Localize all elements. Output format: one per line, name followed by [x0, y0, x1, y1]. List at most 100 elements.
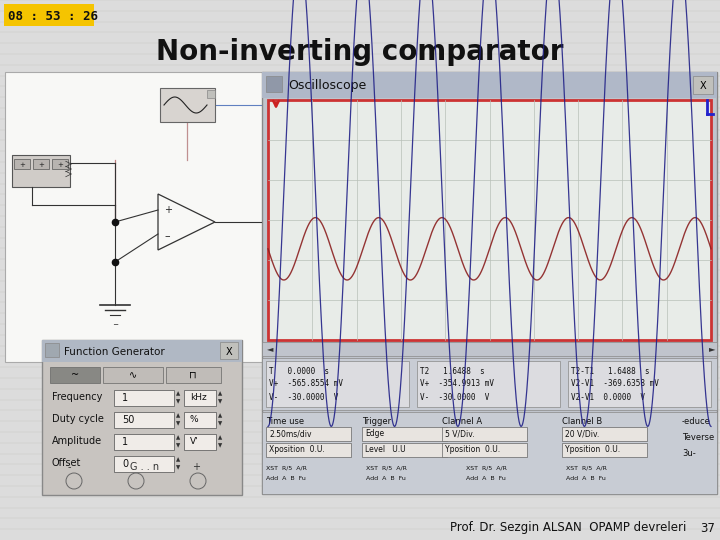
Text: Time use: Time use: [266, 417, 304, 427]
Text: Edge: Edge: [365, 429, 384, 438]
Text: -: -: [68, 462, 71, 472]
Text: XST  R/5  A/R: XST R/5 A/R: [266, 465, 307, 470]
Bar: [362, 427, 447, 441]
Text: 2.50ms/div: 2.50ms/div: [269, 429, 312, 438]
Bar: [52, 159, 68, 169]
Bar: [12, 155, 70, 187]
Text: kHz: kHz: [190, 394, 207, 402]
Text: ~: ~: [71, 370, 79, 380]
Text: Yposition  0.U.: Yposition 0.U.: [445, 446, 500, 455]
Text: T2   1.6488  s: T2 1.6488 s: [420, 367, 485, 375]
Bar: [42, 340, 242, 495]
Text: T   0.0000  s: T 0.0000 s: [269, 367, 329, 375]
Bar: [184, 412, 216, 428]
Text: ►: ►: [709, 345, 716, 354]
Bar: [262, 412, 717, 494]
Text: XST  R/5  A/R: XST R/5 A/R: [466, 465, 507, 470]
Bar: [262, 72, 717, 98]
Bar: [362, 443, 447, 457]
Text: Clannel B: Clannel B: [562, 417, 602, 427]
Bar: [266, 361, 409, 407]
Bar: [45, 343, 59, 357]
Text: 20 V/Div.: 20 V/Div.: [565, 429, 599, 438]
Bar: [184, 390, 216, 406]
Bar: [33, 159, 49, 169]
Text: Duty cycle: Duty cycle: [52, 414, 104, 424]
Bar: [693, 76, 713, 94]
Text: XST  R/5  A/R: XST R/5 A/R: [366, 465, 407, 470]
Bar: [442, 427, 527, 441]
Text: T2-T1   1.6488  s: T2-T1 1.6488 s: [571, 367, 649, 375]
Text: +: +: [57, 162, 63, 168]
Text: -educe: -educe: [682, 417, 711, 427]
Text: ▲: ▲: [176, 392, 180, 396]
Bar: [5, 72, 263, 362]
Bar: [160, 88, 215, 122]
Text: XST  R/5  A/R: XST R/5 A/R: [566, 465, 607, 470]
Text: ∿: ∿: [129, 370, 137, 380]
Text: +: +: [38, 162, 44, 168]
Text: Add  A  B  Fu: Add A B Fu: [566, 476, 606, 481]
Text: Level   U.U: Level U.U: [365, 446, 405, 455]
Bar: [114, 456, 174, 472]
Text: G . . n: G . . n: [130, 462, 159, 472]
Text: Offset: Offset: [52, 458, 81, 468]
Bar: [42, 340, 242, 362]
Bar: [50, 367, 100, 383]
Bar: [166, 367, 221, 383]
Text: 08 : 53 : 26: 08 : 53 : 26: [8, 10, 98, 23]
Bar: [417, 361, 560, 407]
Bar: [266, 443, 351, 457]
Text: 37: 37: [700, 522, 715, 535]
Text: –: –: [164, 231, 170, 241]
Text: V-  -30.0000  V: V- -30.0000 V: [420, 393, 490, 402]
Bar: [14, 159, 30, 169]
Bar: [103, 367, 163, 383]
Text: ▲: ▲: [218, 435, 222, 441]
Bar: [568, 361, 711, 407]
Text: ▼: ▼: [218, 400, 222, 404]
Text: ▲: ▲: [218, 414, 222, 418]
Text: Xposition  0.U.: Xposition 0.U.: [269, 446, 325, 455]
Text: 3u-: 3u-: [682, 449, 696, 458]
Text: %: %: [190, 415, 199, 424]
Bar: [114, 412, 174, 428]
Text: V+  -354.9913 mV: V+ -354.9913 mV: [420, 380, 494, 388]
Text: Amplitude: Amplitude: [52, 436, 102, 446]
Text: V2-V1  -369.6358 mV: V2-V1 -369.6358 mV: [571, 380, 659, 388]
Text: Function Generator: Function Generator: [64, 347, 165, 357]
Text: Add  A  B  Fu: Add A B Fu: [466, 476, 506, 481]
Text: ▲: ▲: [176, 435, 180, 441]
Text: X: X: [700, 81, 706, 91]
Text: +: +: [19, 162, 25, 168]
Text: ◄: ◄: [267, 345, 274, 354]
Bar: [262, 342, 717, 356]
Bar: [562, 443, 647, 457]
Text: Add  A  B  Fu: Add A B Fu: [266, 476, 306, 481]
Text: Add  A  B  Fu: Add A B Fu: [366, 476, 406, 481]
Text: ⊓: ⊓: [189, 370, 197, 380]
Bar: [266, 76, 282, 92]
Bar: [207, 90, 215, 98]
Text: 1: 1: [122, 393, 128, 403]
Bar: [562, 427, 647, 441]
Text: _: _: [113, 316, 117, 325]
Text: Clannel A: Clannel A: [442, 417, 482, 427]
Text: ▼: ▼: [176, 422, 180, 427]
Bar: [114, 434, 174, 450]
Text: ▼: ▼: [176, 443, 180, 449]
Bar: [268, 100, 711, 340]
Text: ▲: ▲: [218, 392, 222, 396]
Text: 1: 1: [122, 437, 128, 447]
Bar: [266, 427, 351, 441]
Text: V+  -565.8554 mV: V+ -565.8554 mV: [269, 380, 343, 388]
Text: X: X: [225, 347, 233, 357]
Text: 5 V/Div.: 5 V/Div.: [445, 429, 474, 438]
Text: Teverse: Teverse: [682, 434, 714, 442]
Text: ▼: ▼: [176, 465, 180, 470]
Text: Trigger: Trigger: [362, 417, 391, 427]
Text: ▲: ▲: [176, 414, 180, 418]
Text: +: +: [192, 462, 200, 472]
Bar: [262, 72, 717, 494]
Text: ▼: ▼: [176, 400, 180, 404]
